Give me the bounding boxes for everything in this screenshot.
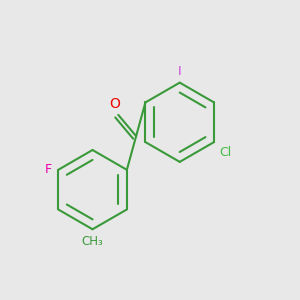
Text: I: I xyxy=(178,65,181,78)
Text: O: O xyxy=(109,97,120,111)
Text: CH₃: CH₃ xyxy=(82,235,104,248)
Text: F: F xyxy=(45,163,52,176)
Text: Cl: Cl xyxy=(219,146,231,159)
